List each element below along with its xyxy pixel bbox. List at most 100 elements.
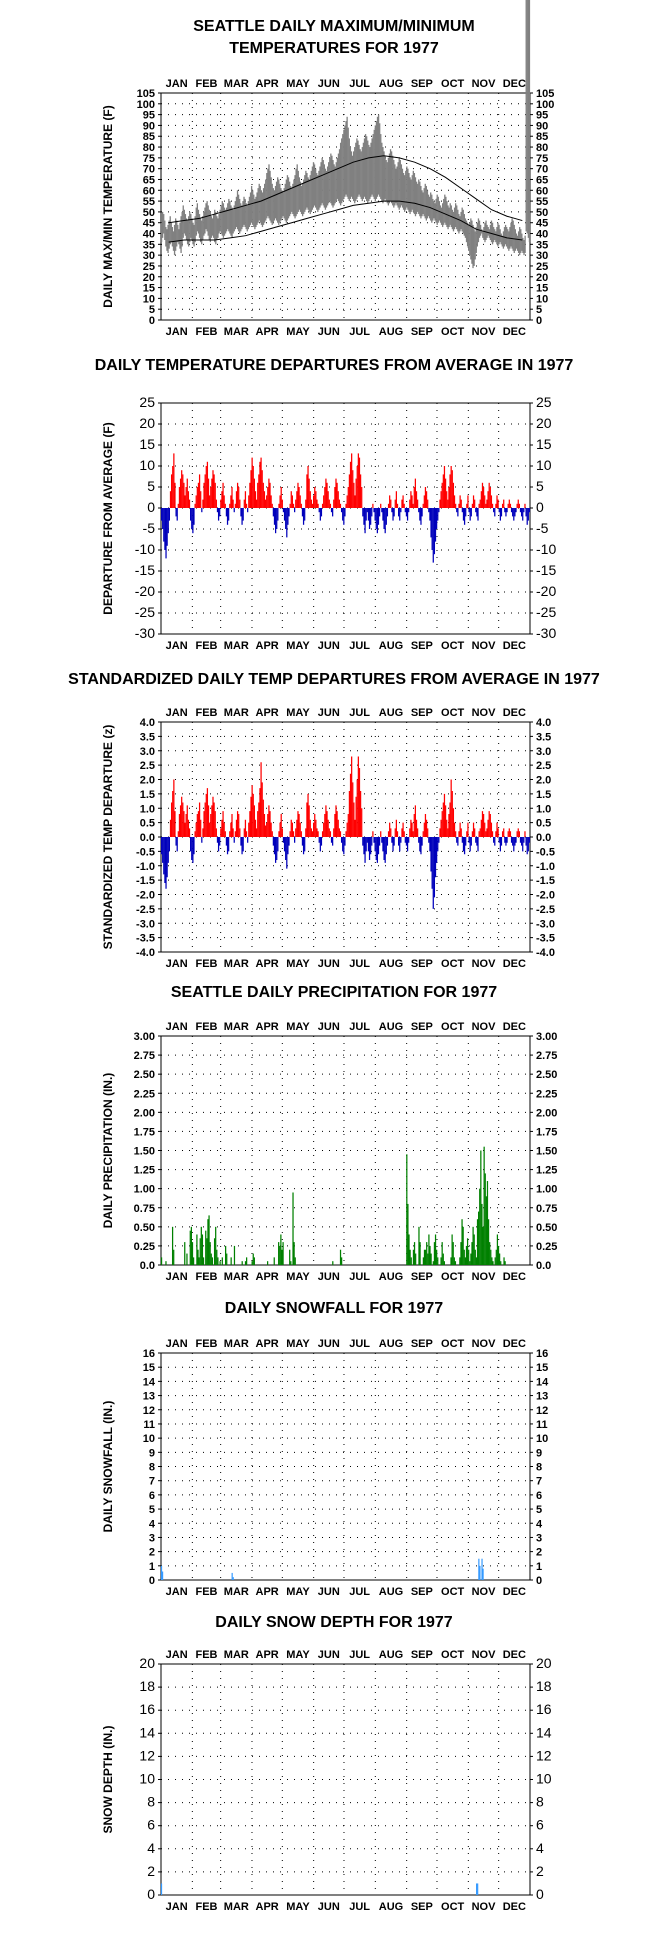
y-tick-label-left: -3.0: [136, 918, 155, 930]
month-label-top: MAY: [286, 707, 310, 719]
y-tick-label-right: -0.5: [536, 846, 555, 858]
chart-standardized: STANDARDIZED DAILY TEMP DEPARTURES FROM …: [68, 671, 600, 970]
month-label-bottom: MAR: [224, 326, 249, 338]
month-label-top: APR: [256, 78, 279, 90]
y-tick-label-left: 12: [143, 1405, 155, 1417]
y-tick-label-right: 1.00: [536, 1184, 557, 1196]
month-label-top: MAY: [286, 1338, 310, 1350]
y-tick-label-right: 8: [536, 1462, 542, 1474]
y-tick-label-right: 16: [536, 1348, 548, 1360]
y-tick-label-right: 0: [536, 1575, 542, 1587]
y-tick-label-right: 1: [536, 1561, 542, 1573]
y-tick-label-right: 0.5: [536, 818, 551, 830]
y-tick-label-right: 65: [536, 174, 548, 186]
chart-title: DAILY SNOW DEPTH FOR 1977: [215, 1614, 452, 1631]
y-tick-label-right: -3.5: [536, 933, 555, 945]
chart-snowdepth: DAILY SNOW DEPTH FOR 1977 0 0 2 2 4 4 6 6 8 8 10 10 1…: [101, 1614, 552, 1913]
month-label-bottom: NOV: [472, 326, 497, 338]
month-label-bottom: MAR: [224, 1586, 249, 1598]
y-axis-label: DAILY PRECIPITATION (IN.): [101, 1073, 115, 1229]
month-label-top: JUN: [318, 1649, 340, 1661]
month-label-bottom: APR: [256, 326, 279, 338]
chart-title: SEATTLE DAILY MAXIMUM/MINIMUM: [193, 18, 474, 35]
month-label-bottom: DEC: [503, 640, 526, 652]
month-label-bottom: OCT: [441, 1586, 465, 1598]
month-label-bottom: MAY: [286, 958, 310, 970]
y-tick-label-right: -30: [536, 625, 556, 641]
y-tick-label-right: 35: [536, 239, 548, 251]
y-tick-label-right: 10: [536, 293, 548, 305]
y-axis-label: DEPARTURE FROM AVERAGE (F): [101, 422, 115, 614]
y-tick-label-left: 10: [139, 1771, 155, 1787]
month-label-bottom: OCT: [441, 640, 465, 652]
month-label-bottom: AUG: [379, 326, 403, 338]
y-tick-label-right: 4: [536, 1840, 544, 1856]
month-label-bottom: DEC: [503, 1271, 526, 1283]
month-label-top: DEC: [503, 1021, 526, 1033]
month-label-bottom: APR: [256, 1586, 279, 1598]
month-label-bottom: JUL: [349, 1586, 370, 1598]
chart-title: TEMPERATURES FOR 1977: [229, 40, 439, 57]
y-tick-label-left: 9: [149, 1447, 155, 1459]
y-tick-label-right: 0: [536, 499, 544, 515]
month-label-bottom: NOV: [472, 1901, 497, 1913]
y-tick-label-right: 85: [536, 131, 548, 143]
y-tick-label-right: 90: [536, 120, 548, 132]
y-tick-label-right: 25: [536, 261, 548, 273]
month-label-top: NOV: [472, 1649, 497, 1661]
y-tick-label-right: 4: [536, 1518, 543, 1530]
y-tick-label-right: 0: [536, 315, 542, 327]
y-tick-label-left: 1.75: [134, 1126, 155, 1138]
y-tick-label-right: 14: [536, 1376, 549, 1388]
y-tick-label-left: 2.00: [134, 1107, 155, 1119]
y-tick-label-left: 4.0: [140, 717, 155, 729]
month-label-bottom: APR: [256, 1901, 279, 1913]
month-label-top: SEP: [411, 1338, 433, 1350]
y-tick-label-left: 35: [143, 239, 155, 251]
month-label-bottom: AUG: [379, 958, 403, 970]
y-tick-label-left: 0.0: [140, 832, 155, 844]
y-tick-label-left: 95: [143, 110, 155, 122]
y-tick-label-left: 2: [147, 1863, 155, 1879]
y-tick-label-left: 25: [143, 261, 155, 273]
y-tick-label-right: 6: [536, 1490, 542, 1502]
month-label-top: JUN: [318, 707, 340, 719]
data-marks: [160, 1146, 506, 1265]
month-label-bottom: SEP: [411, 1586, 433, 1598]
y-tick-label-left: 12: [139, 1747, 155, 1763]
month-label-top: SEP: [411, 1649, 433, 1661]
y-tick-label-right: 18: [536, 1678, 552, 1694]
y-tick-label-left: 20: [143, 272, 155, 284]
y-tick-label-right: 60: [536, 185, 548, 197]
y-tick-label-left: 30: [143, 250, 155, 262]
month-label-top: APR: [256, 1338, 279, 1350]
month-label-top: NOV: [472, 78, 497, 90]
y-tick-label-left: 2.0: [140, 775, 155, 787]
chart-departures: DAILY TEMPERATURE DEPARTURES FROM AVERAG…: [95, 357, 574, 652]
y-tick-label-left: 7: [149, 1476, 155, 1488]
month-label-bottom: MAY: [286, 326, 310, 338]
month-label-top: FEB: [195, 78, 217, 90]
month-label-top: JUL: [349, 1021, 370, 1033]
y-tick-label-right: 25: [536, 394, 552, 410]
y-tick-label-left: 65: [143, 174, 155, 186]
y-tick-label-right: 1.25: [536, 1165, 557, 1177]
y-tick-label-left: 20: [139, 1655, 155, 1671]
month-label-top: NOV: [472, 1021, 497, 1033]
y-tick-label-left: -4.0: [136, 947, 155, 959]
y-tick-label-left: -5: [143, 520, 156, 536]
month-label-top: JUL: [349, 1338, 370, 1350]
month-label-top: AUG: [379, 1021, 403, 1033]
month-label-bottom: OCT: [441, 326, 465, 338]
month-label-bottom: FEB: [195, 1271, 217, 1283]
month-label-bottom: JUL: [349, 640, 370, 652]
month-label-top: MAR: [224, 78, 249, 90]
y-tick-label-right: 16: [536, 1701, 552, 1717]
y-tick-label-left: -1.0: [136, 861, 155, 873]
y-tick-label-right: 4.0: [536, 717, 551, 729]
y-tick-label-left: 14: [143, 1376, 156, 1388]
y-tick-label-left: 1.50: [134, 1146, 155, 1158]
y-tick-label-right: -4.0: [536, 947, 555, 959]
